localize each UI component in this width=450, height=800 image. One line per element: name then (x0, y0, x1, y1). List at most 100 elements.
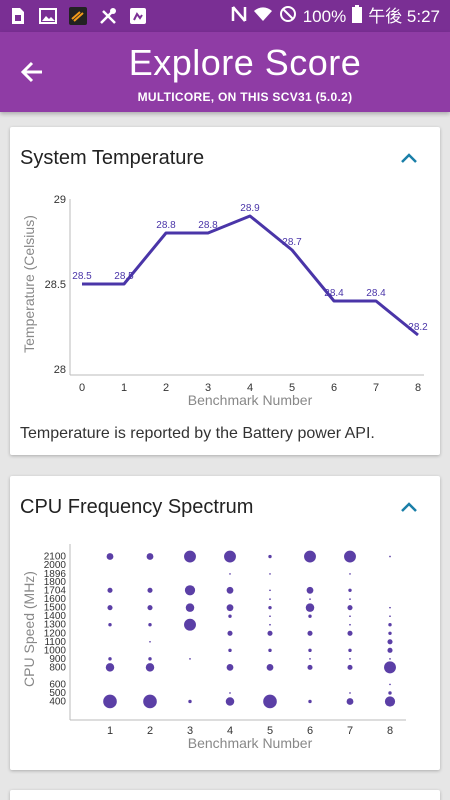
back-button[interactable] (14, 54, 50, 90)
data-point (149, 640, 151, 643)
data-point (106, 553, 114, 560)
nfc-icon (231, 5, 247, 29)
card-title: CPU Frequency Spectrum (20, 496, 254, 518)
data-point (188, 699, 192, 704)
data-point (147, 605, 153, 611)
data-point (389, 657, 391, 660)
x-tick-label: 3 (187, 725, 193, 737)
x-tick-label: 5 (267, 725, 273, 737)
y-tick-label: 1100 (44, 637, 66, 648)
data-point (347, 630, 353, 636)
data-point (263, 694, 277, 709)
y-tick-label: 1300 (44, 620, 67, 631)
data-point (307, 664, 313, 670)
data-point (389, 615, 391, 618)
data-point (389, 606, 391, 609)
y-tick-label: 28.5 (45, 279, 66, 291)
data-point (308, 699, 312, 704)
x-tick-label: 7 (373, 382, 379, 394)
collapse-button[interactable] (396, 145, 422, 171)
data-point (344, 550, 356, 563)
x-tick-label: 6 (307, 725, 313, 737)
data-point (226, 604, 234, 612)
x-tick-label: 1 (107, 725, 113, 737)
collapse-button[interactable] (396, 494, 422, 520)
data-point (388, 623, 392, 627)
x-tick-label: 4 (227, 725, 233, 737)
data-point (349, 692, 351, 694)
data-point (269, 598, 271, 601)
data-point (226, 586, 234, 594)
arrow-back-icon (20, 61, 42, 83)
data-point (228, 648, 232, 653)
data-point (147, 587, 153, 593)
y-axis-label: CPU Speed (MHz) (21, 571, 37, 687)
data-point (307, 630, 313, 636)
system-status: 100% 午後 5:27 (231, 5, 440, 29)
x-tick-label: 8 (387, 725, 393, 737)
x-tick-label: 2 (163, 382, 169, 394)
battery-icon (352, 5, 363, 29)
data-point (107, 587, 113, 593)
app-bar: Explore Score MULTICORE, ON THIS SCV31 (… (0, 32, 450, 112)
data-label: 28.5 (72, 271, 92, 282)
data-label: 28.8 (198, 220, 218, 231)
data-point (266, 663, 274, 671)
data-point (349, 615, 351, 618)
data-point (308, 648, 312, 653)
y-tick-label: 500 (49, 688, 66, 699)
y-tick-label: 28 (54, 364, 66, 376)
data-point (108, 623, 112, 627)
data-label: 28.4 (366, 288, 386, 299)
x-tick-label: 0 (79, 382, 85, 394)
data-point (349, 598, 351, 601)
data-point (347, 664, 353, 670)
data-point (229, 573, 231, 575)
x-tick-label: 8 (415, 382, 421, 394)
y-tick-label: 1500 (44, 603, 67, 614)
data-point (228, 614, 232, 618)
cpu-frequency-chart: 4005006008009001000110012001300140015001… (21, 544, 406, 751)
y-tick-label: 1400 (44, 611, 67, 622)
data-point (309, 657, 311, 660)
data-point (189, 657, 191, 660)
y-axis-label: Temperature (Celsius) (21, 215, 37, 353)
data-point (269, 615, 271, 618)
y-tick-label: 2100 (44, 552, 67, 563)
data-point (346, 698, 354, 705)
y-tick-label: 1704 (44, 585, 67, 596)
data-point (225, 697, 235, 706)
status-bar: 100% 午後 5:27 (0, 0, 450, 32)
data-point (108, 657, 112, 661)
data-point (269, 573, 271, 575)
y-tick-label: 1800 (44, 577, 67, 588)
cpu-frequency-card: CPU Frequency Spectrum 400 500 600 800 900 10… (10, 476, 440, 770)
data-point (268, 554, 272, 559)
do-not-disturb-icon (279, 5, 297, 29)
data-point (107, 605, 113, 611)
data-point (185, 603, 195, 612)
y-tick-label: 600 (49, 679, 66, 690)
data-point (229, 692, 231, 694)
x-tick-label: 2 (147, 725, 153, 737)
sim-card-icon (8, 6, 28, 26)
app-icon (68, 6, 88, 26)
x-tick-label: 1 (121, 382, 127, 394)
data-point (349, 573, 351, 575)
notification-icons (8, 6, 148, 26)
android-icon (128, 6, 148, 26)
x-axis-label: Benchmark Number (188, 735, 313, 751)
data-point (269, 623, 271, 626)
data-point (305, 603, 315, 612)
x-axis-label: Benchmark Number (188, 392, 313, 408)
data-point (384, 696, 396, 707)
data-point (226, 663, 234, 671)
data-point (388, 691, 392, 695)
data-point (306, 586, 314, 594)
card-note: Temperature is reported by the Battery p… (20, 425, 375, 442)
page-title: Explore Score (128, 42, 362, 83)
data-point (224, 550, 236, 563)
data-point (103, 694, 117, 709)
data-point (387, 639, 393, 645)
data-label: 28.8 (156, 220, 176, 231)
